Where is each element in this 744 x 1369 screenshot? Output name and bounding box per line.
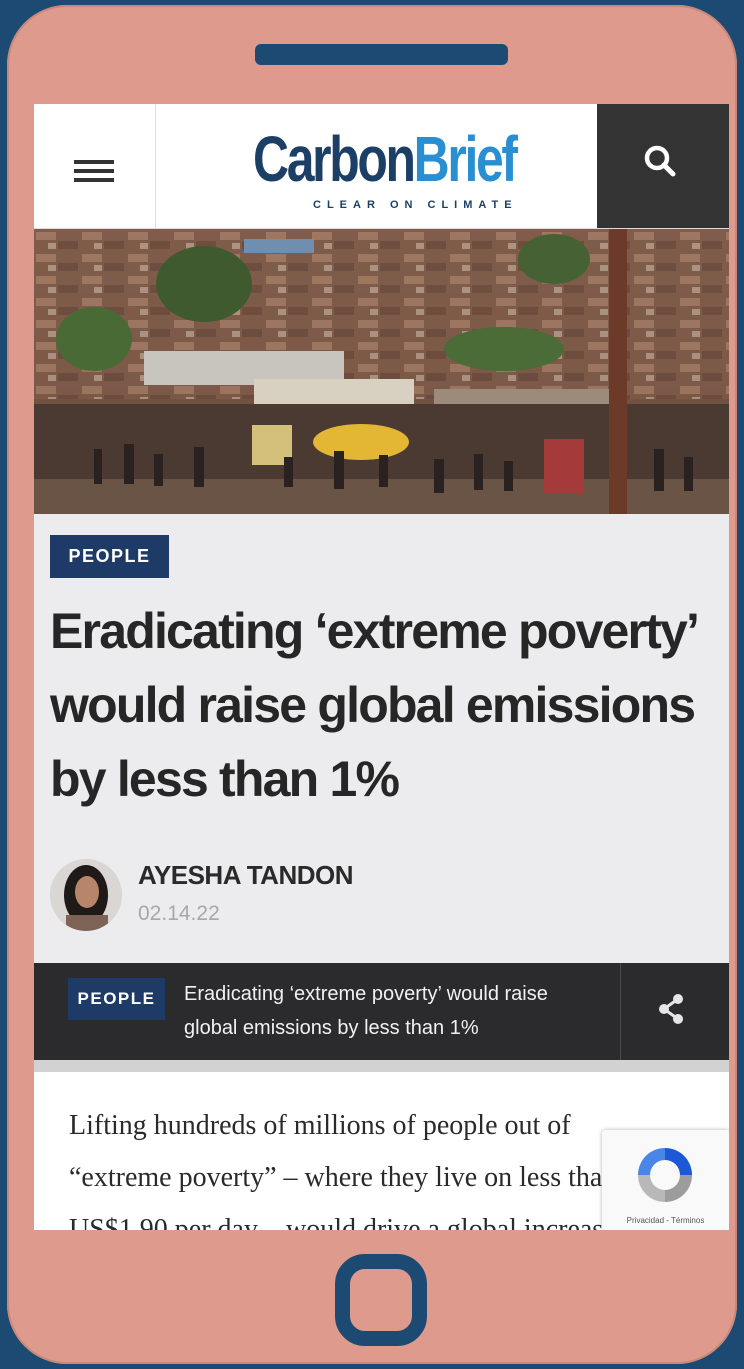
sticky-article-bar: PEOPLE Eradicating ‘extreme poverty’ wou…: [34, 963, 729, 1060]
logo-carbon: Carbon: [253, 123, 416, 195]
logo-tagline: CLEAR ON CLIMATE: [313, 199, 518, 211]
phone-frame: CarbonBrief CLEAR ON CLIMATE: [7, 5, 737, 1364]
carbon-brief-logo[interactable]: CarbonBrief CLEAR ON CLIMATE: [253, 124, 548, 214]
category-tag[interactable]: PEOPLE: [50, 535, 169, 578]
article-body: Lifting hundreds of millions of people o…: [34, 1072, 729, 1230]
separator-bar: [34, 1060, 729, 1072]
hero-image: [34, 229, 729, 514]
site-header: CarbonBrief CLEAR ON CLIMATE: [34, 104, 729, 229]
logo-brief: Brief: [413, 123, 518, 195]
phone-speaker: [255, 44, 508, 65]
phone-screen: CarbonBrief CLEAR ON CLIMATE: [34, 104, 729, 1230]
recaptcha-badge[interactable]: Privacidad - Términos: [602, 1130, 729, 1230]
recaptcha-links[interactable]: Privacidad - Términos: [626, 1216, 705, 1225]
article-title: Eradicating ‘extreme poverty’ would rais…: [50, 603, 697, 807]
share-icon[interactable]: [654, 991, 690, 1027]
divider: [620, 963, 621, 1060]
sticky-category-tag[interactable]: PEOPLE: [68, 978, 165, 1020]
home-button[interactable]: [335, 1254, 427, 1346]
author-name[interactable]: AYESHA TANDON: [138, 860, 354, 890]
article-body-text: Lifting hundreds of millions of people o…: [69, 1110, 617, 1230]
menu-button[interactable]: [34, 104, 156, 228]
search-icon: [644, 145, 676, 177]
hamburger-menu-icon: [74, 160, 114, 164]
publish-date: 02.14.22: [138, 902, 220, 925]
recaptcha-icon: [638, 1148, 692, 1202]
search-button[interactable]: [597, 104, 729, 228]
sticky-article-title: Eradicating ‘extreme poverty’ would rais…: [184, 983, 548, 1039]
article-header: PEOPLE Eradicating ‘extreme poverty’ wou…: [34, 514, 729, 962]
author-avatar[interactable]: [50, 859, 122, 931]
